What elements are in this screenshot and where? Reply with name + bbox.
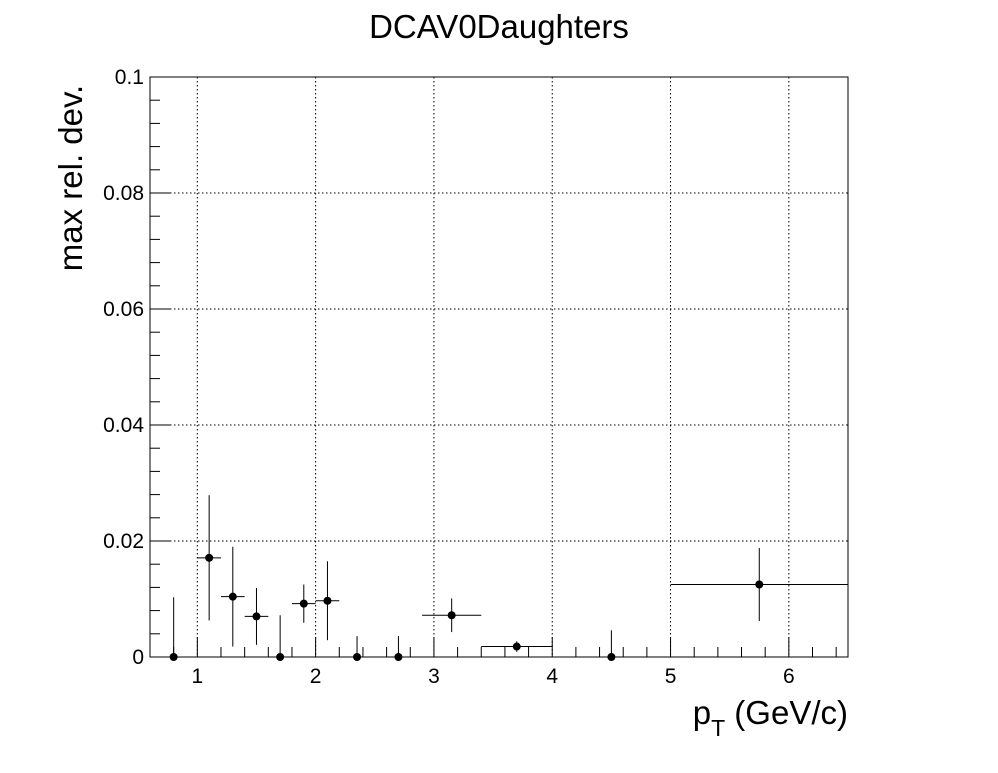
x-tick-label: 3 — [428, 665, 440, 688]
y-tick-label: 0.02 — [103, 530, 144, 553]
grid-lines — [150, 77, 848, 657]
x-tick-label: 6 — [783, 665, 795, 688]
data-point-group — [422, 598, 482, 633]
x-axis-title-main: p — [693, 694, 711, 731]
data-point-group — [268, 615, 292, 661]
x-axis-title-sub: T — [711, 715, 725, 741]
data-point-group — [244, 587, 269, 645]
data-point-group — [670, 547, 848, 622]
y-tick-label: 0 — [132, 646, 144, 669]
data-point-group — [315, 561, 340, 641]
data-point-marker — [394, 653, 403, 661]
data-point-marker — [276, 653, 285, 661]
data-point-marker — [512, 642, 521, 651]
x-tick-label: 4 — [546, 665, 558, 688]
y-tick-label: 0.1 — [115, 66, 144, 89]
x-tick-label: 2 — [310, 665, 322, 688]
data-point-group — [291, 584, 316, 623]
x-axis-title: pT (GeV/c) — [693, 694, 848, 741]
data-point-group — [220, 546, 245, 647]
y-axis-title: max rel. dev. — [52, 85, 89, 271]
y-tick-label: 0.08 — [103, 182, 144, 205]
data-point-group — [374, 636, 423, 661]
data-point-marker — [607, 653, 616, 661]
axis-ticks — [149, 76, 837, 658]
data-point-group — [481, 641, 553, 652]
x-tick-label: 1 — [191, 665, 203, 688]
data-point-group — [339, 636, 375, 661]
data-points — [150, 495, 848, 661]
y-tick-label: 0.04 — [103, 414, 144, 437]
x-tick-label: 5 — [665, 665, 677, 688]
plot-frame — [149, 76, 849, 658]
data-point-marker — [447, 611, 456, 620]
data-point-marker — [755, 580, 764, 589]
data-point-group — [150, 597, 198, 661]
chart-title: DCAV0Daughters — [369, 8, 629, 45]
data-point-marker — [353, 653, 362, 661]
data-point-marker — [228, 592, 237, 601]
data-point-marker — [205, 553, 214, 562]
data-point-marker — [323, 596, 332, 605]
tick-labels: 1 2 3 4 5 6 0 0.02 0.04 0.06 0.08 0.1 — [103, 66, 795, 688]
y-tick-label: 0.06 — [103, 298, 144, 321]
x-axis-title-rest: (GeV/c) — [725, 694, 848, 731]
data-point-marker — [169, 653, 178, 661]
data-point-group — [197, 495, 221, 621]
data-point-group — [552, 630, 671, 661]
data-point-marker — [252, 612, 261, 621]
data-point-marker — [299, 599, 308, 608]
